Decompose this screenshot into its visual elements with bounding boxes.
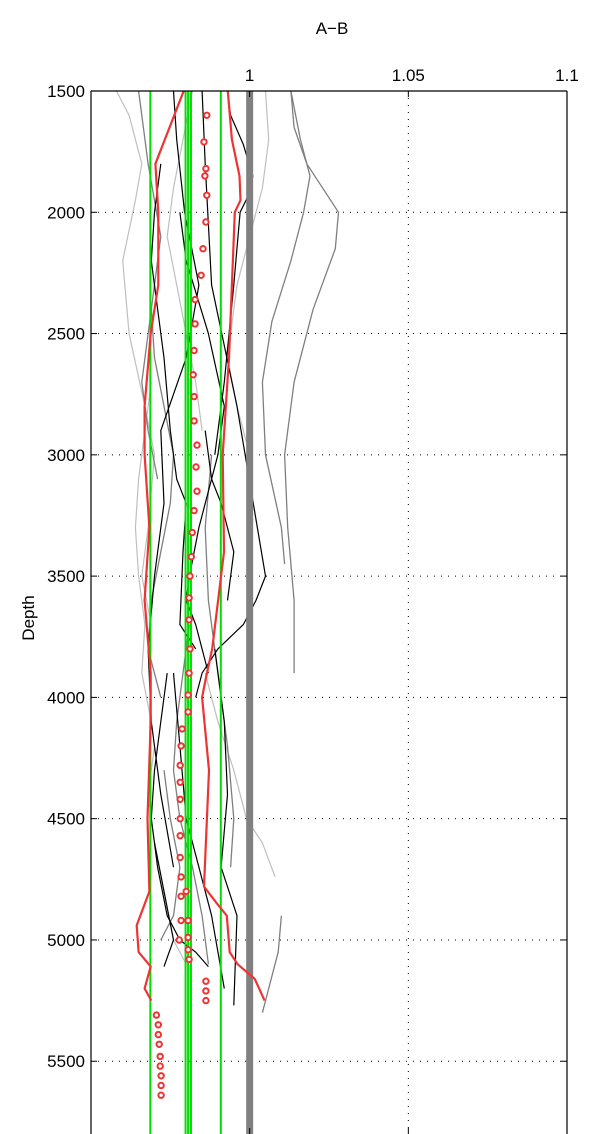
red-circle-marker (177, 873, 185, 881)
red-circle-marker (178, 725, 186, 733)
axes: 1 1.05 1.1 1500 2000 2500 3000 3500 4000 4500 5000… (47, 66, 579, 1134)
red-circle-marker (197, 271, 205, 279)
y-tick-label: 4500 (47, 810, 85, 829)
red-circle-marker (176, 761, 184, 769)
red-circle-marker (177, 742, 185, 750)
red-circle-marker (186, 572, 194, 580)
red-circle-marker (190, 417, 198, 425)
red-circle-marker (202, 218, 210, 226)
red-circle-marker (185, 669, 193, 677)
red-circle-marker (187, 553, 196, 561)
red-envelope-left (135, 90, 185, 1002)
red-circle-marker (157, 1091, 165, 1099)
y-tick-label: 2000 (47, 203, 85, 222)
red-circle-marker (177, 916, 185, 925)
red-circle-marker (190, 346, 198, 355)
red-circle-marker (184, 933, 192, 942)
red-circle-marker (186, 645, 194, 653)
red-circle-marker (176, 778, 184, 786)
red-circle-marker (202, 996, 210, 1005)
red-circle-marker (200, 138, 208, 146)
y-tick-label: 3000 (47, 446, 85, 465)
y-axis-label: Depth (19, 595, 38, 640)
red-circle-marker (192, 463, 200, 471)
profile-line-lightgray (115, 90, 156, 625)
profile-line-gray (172, 624, 210, 965)
red-circle-marker (185, 594, 193, 602)
profile-line-gray (283, 90, 340, 674)
red-circle-marker (175, 936, 183, 944)
x-tick-label: 1.1 (555, 66, 579, 85)
red-circle-marker (184, 916, 192, 925)
x-tick-label: 1.05 (392, 66, 425, 85)
red-circle-marker (190, 506, 198, 515)
red-circle-marker (202, 164, 210, 173)
red-circle-marker (201, 172, 209, 180)
red-circle-marker (193, 441, 201, 449)
red-circle-marker (191, 295, 199, 304)
red-circle-marker (154, 1021, 163, 1029)
red-circle-marker (176, 815, 184, 823)
profile-line-gray (160, 770, 181, 941)
profile-line-gray (261, 915, 283, 1013)
y-tick-label: 4000 (47, 688, 85, 707)
red-circle-marker (184, 946, 192, 954)
y-tick-label: 3500 (47, 567, 85, 586)
profile-line-gray (261, 90, 311, 565)
red-circle-marker (185, 955, 193, 964)
red-circle-marker (157, 1081, 165, 1090)
profile-line-gray (137, 90, 162, 480)
red-circle-marker (190, 392, 198, 401)
red-circle-marker (156, 1052, 164, 1061)
red-circle-marker (154, 1030, 163, 1039)
red-circle-marker (189, 371, 197, 379)
red-circle-marker (177, 892, 185, 900)
profile-line-black (150, 163, 197, 650)
red-circle-marker (202, 977, 210, 985)
y-tick-label: 5000 (47, 931, 85, 950)
red-circle-marker (191, 320, 199, 328)
red-circle-marker (185, 616, 193, 624)
red-circle-marker (176, 795, 184, 803)
chart-title: A−B (316, 19, 349, 38)
y-tick-label: 5500 (47, 1052, 85, 1071)
red-circle-marker (152, 1011, 161, 1019)
red-circle-marker (176, 853, 184, 862)
profile-line-black (147, 90, 200, 868)
red-circle-marker (176, 832, 184, 840)
profile-line-black (214, 648, 238, 1006)
red-circle-marker (155, 1040, 163, 1049)
red-envelope-right (201, 90, 266, 1002)
red-circle-marker (184, 708, 192, 716)
red-circle-marker (203, 111, 211, 120)
red-circle-marker (203, 191, 211, 200)
x-tick-label: 1 (245, 66, 254, 85)
red-circle-marker (199, 245, 207, 253)
profile-line-lightgray (204, 672, 276, 878)
red-circle-marker (157, 1072, 165, 1080)
red-circle-marker (182, 887, 190, 896)
y-tick-label: 2500 (47, 325, 85, 344)
profile-line-black (153, 842, 175, 967)
red-circle-marker (184, 691, 192, 699)
series-layer (115, 90, 340, 1134)
profile-line-black (172, 673, 225, 989)
red-circle-marker (156, 1062, 164, 1070)
y-tick-label: 1500 (47, 82, 85, 101)
red-circle-marker (188, 528, 196, 537)
red-circle-marker (193, 487, 201, 495)
red-circle-marker (202, 987, 210, 995)
